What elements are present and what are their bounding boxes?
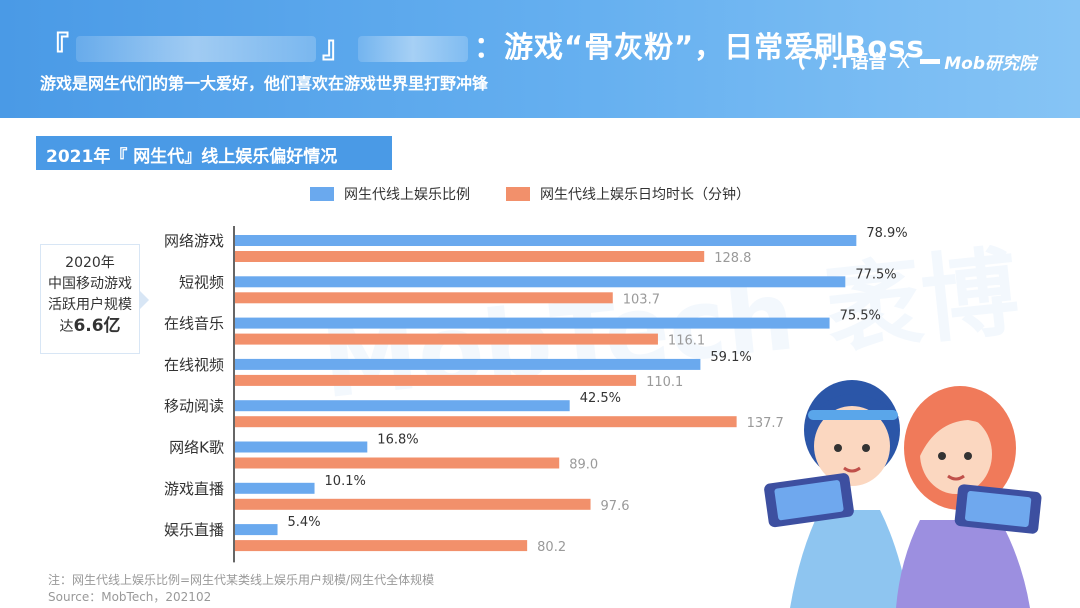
category-label: 游戏直播: [164, 480, 224, 498]
mob-research-logo: Mob研究院: [920, 49, 1036, 74]
footnote-note: 注：网生代线上娱乐比例=网生代某类线上娱乐用户规模/网生代全体规模: [48, 573, 435, 587]
data-label-duration: 80.2: [537, 540, 566, 555]
data-label-ratio: 16.8%: [377, 433, 418, 448]
data-label-duration: 128.8: [714, 251, 751, 266]
data-label-duration: 110.1: [646, 375, 683, 390]
page-subtitle: 游戏是网生代们的第一大爱好，他们喜欢在游戏世界里打野冲锋: [40, 74, 489, 93]
chart-legend: 网生代线上娱乐比例 网生代线上娱乐日均时长（分钟）: [310, 184, 750, 204]
category-label: 移动阅读: [164, 397, 224, 415]
category-label: 网络K歌: [169, 439, 224, 457]
callout-line2: 中国移动游戏: [48, 276, 132, 292]
mob-dash-icon: [920, 58, 941, 64]
logo-separator: X: [896, 49, 911, 73]
data-label-ratio: 42.5%: [580, 391, 621, 406]
bar-duration: [235, 333, 658, 345]
bar-ratio: [235, 441, 368, 453]
legend-item-ratio: 网生代线上娱乐比例: [310, 184, 470, 204]
bar-duration: [235, 292, 613, 304]
data-label-duration: 97.6: [601, 499, 630, 514]
bar-duration: [235, 251, 705, 262]
bar-duration: [235, 457, 560, 469]
bar-ratio: [235, 317, 830, 329]
footnote-source: Source：MobTech，202102: [48, 590, 212, 604]
data-label-ratio: 5.4%: [288, 515, 321, 530]
legend-label-duration: 网生代线上娱乐日均时长（分钟）: [540, 187, 750, 203]
category-label: 网络游戏: [164, 232, 224, 250]
legend-swatch-blue: [310, 187, 334, 201]
category-label: 短视频: [179, 273, 224, 291]
bar-ratio: [235, 358, 701, 370]
callout-prefix: 达: [59, 319, 74, 335]
legend-item-duration: 网生代线上娱乐日均时长（分钟）: [506, 184, 750, 204]
chart-title: 2021年『 网生代』线上娱乐偏好情况: [36, 136, 392, 170]
callout-value: 6.6亿: [73, 316, 121, 336]
redacted-text-mask: [76, 36, 317, 62]
data-label-duration: 103.7: [623, 292, 660, 307]
girl-figure: [896, 386, 1042, 608]
title-tail: ：游戏“骨灰粉”，日常爱刷Boss: [474, 30, 925, 64]
bar-ratio: [235, 276, 846, 288]
header-banner: 『 』 ：游戏“骨灰粉”，日常爱刷Boss 游戏是网生代们的第一大爱好，他们喜欢在游…: [0, 0, 1080, 118]
callout-pointer: [139, 290, 149, 310]
gamers-illustration: [764, 380, 1042, 608]
bar-duration: [235, 374, 637, 386]
bar-ratio: [235, 400, 570, 412]
data-label-ratio: 77.5%: [855, 267, 896, 282]
redacted-text-mask: [358, 36, 469, 62]
t-voice-logo-text: .T语音: [831, 52, 887, 73]
bar-ratio: [235, 524, 278, 536]
data-label-ratio: 10.1%: [325, 474, 366, 489]
data-label-ratio: 78.9%: [866, 226, 907, 241]
bar-ratio: [235, 482, 315, 494]
data-label-ratio: 59.1%: [710, 350, 751, 365]
boy-figure: [764, 380, 910, 608]
title-bracket-open: 『: [40, 30, 71, 64]
data-label-ratio: 75.5%: [840, 309, 881, 324]
category-label: 在线视频: [164, 356, 224, 374]
callout-line3: 活跃用户规模: [48, 297, 132, 313]
t-voice-ring-icon: [799, 48, 826, 74]
legend-swatch-orange: [506, 187, 530, 201]
bar-duration: [235, 540, 528, 552]
bar-duration: [235, 498, 591, 510]
t-voice-logo: .T语音: [799, 48, 887, 74]
data-label-duration: 89.0: [569, 458, 598, 473]
bar-duration: [235, 416, 737, 428]
page-title: 『 』 ：游戏“骨灰粉”，日常爱刷Boss: [40, 24, 925, 66]
legend-label-ratio: 网生代线上娱乐比例: [344, 187, 470, 203]
data-label-duration: 116.1: [668, 334, 705, 349]
partner-logos: .T语音 X Mob研究院: [799, 46, 1036, 76]
category-label: 在线音乐: [164, 315, 224, 333]
footnote: 注：网生代线上娱乐比例=网生代某类线上娱乐用户规模/网生代全体规模 Source…: [48, 572, 434, 606]
mob-logo-text: Mob研究院: [944, 53, 1036, 74]
bar-ratio: [235, 235, 857, 246]
callout-year: 2020年: [65, 255, 115, 271]
data-label-duration: 137.7: [747, 416, 784, 431]
category-label: 娱乐直播: [164, 521, 224, 539]
title-bracket-close: 』: [322, 30, 353, 64]
callout-line4: 达6.6亿: [41, 316, 139, 338]
